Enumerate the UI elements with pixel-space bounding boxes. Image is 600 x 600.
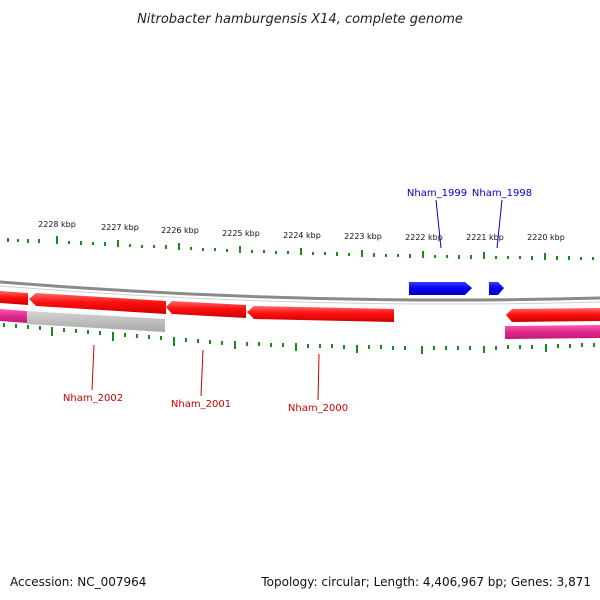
gray-feature — [27, 311, 165, 332]
gc-ticks-upper — [7, 236, 594, 260]
gene-label-nham-2000[interactable]: Nham_2000 — [288, 403, 348, 414]
kbp-label: 2223 kbp — [344, 232, 382, 241]
backbone — [0, 280, 600, 305]
gene-arrow-nham-2000[interactable] — [247, 306, 394, 322]
gene-label-nham-2001[interactable]: Nham_2001 — [171, 399, 231, 410]
magenta-feature-right — [505, 325, 600, 339]
kbp-label: 2222 kbp — [405, 233, 443, 242]
kbp-label: 2220 kbp — [527, 233, 565, 242]
kbp-label: 2227 kbp — [101, 223, 139, 232]
backbone-inner — [0, 285, 600, 305]
gene-label-nham-1999[interactable]: Nham_1999 — [407, 188, 467, 199]
leader-line — [435, 199, 442, 249]
magenta-feature-left — [0, 309, 27, 323]
gene-label-nham-2002[interactable]: Nham_2002 — [63, 393, 123, 404]
map-title: Nitrobacter hamburgensis X14, complete g… — [137, 12, 463, 27]
accession-text: Accession: NC_007964 — [10, 575, 146, 589]
gc-content-track-upper — [7, 236, 594, 260]
gc-ticks-lower — [3, 323, 595, 354]
coordinate-labels: 2228 kbp 2227 kbp 2226 kbp 2225 kbp 2224… — [38, 220, 565, 242]
gene-arrow-partial-left[interactable] — [0, 291, 28, 305]
backbone-outer — [0, 280, 600, 302]
other-features — [0, 309, 600, 339]
gc-content-track-lower — [3, 323, 595, 354]
reverse-gene-labels: Nham_2002 Nham_2001 Nham_2000 — [63, 344, 348, 414]
kbp-label: 2228 kbp — [38, 220, 76, 229]
gene-arrow-nham-2002[interactable] — [29, 293, 166, 314]
forward-strand-genes — [409, 282, 504, 295]
kbp-label: 2225 kbp — [222, 229, 260, 238]
gene-arrow-partial-right[interactable] — [506, 308, 600, 322]
gene-arrow-nham-2001[interactable] — [166, 301, 246, 318]
kbp-label: 2221 kbp — [466, 233, 504, 242]
kbp-label: 2224 kbp — [283, 231, 321, 240]
leader-line — [496, 199, 503, 249]
gene-label-nham-1998[interactable]: Nham_1998 — [472, 188, 532, 199]
leader-line — [91, 344, 95, 391]
forward-gene-labels: Nham_1999 Nham_1998 — [407, 188, 532, 249]
reverse-strand-genes — [0, 291, 600, 322]
gene-arrow-nham-1998[interactable] — [489, 282, 504, 295]
kbp-label: 2226 kbp — [161, 226, 199, 235]
genome-summary-text: Topology: circular; Length: 4,406,967 bp… — [260, 575, 591, 589]
leader-line — [200, 349, 204, 397]
gene-arrow-nham-1999[interactable] — [409, 282, 472, 295]
leader-line — [317, 353, 320, 401]
